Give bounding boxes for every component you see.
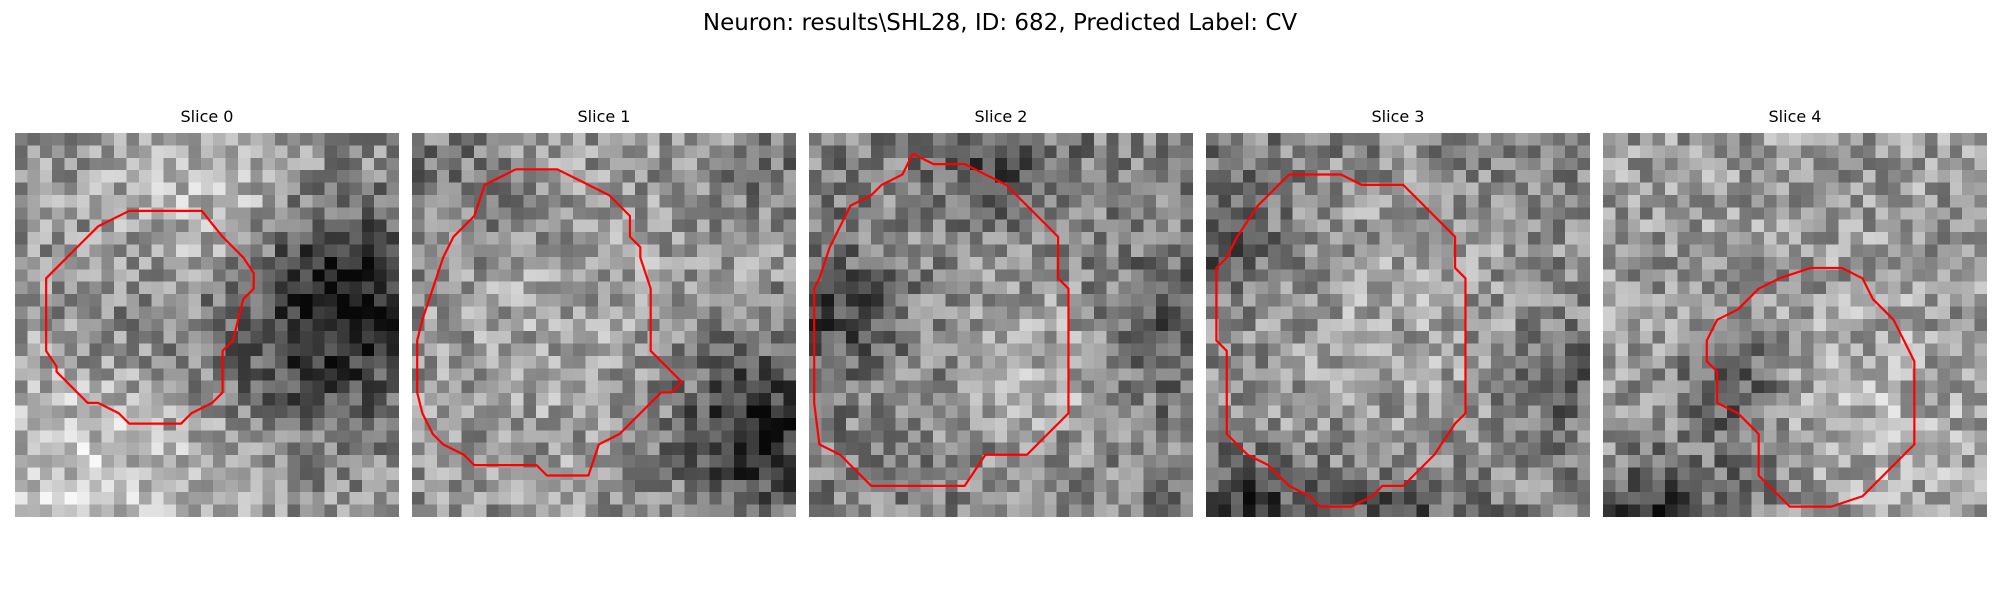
slice-title-0: Slice 0	[15, 107, 399, 127]
slice-panel-2: Slice 2	[809, 107, 1193, 519]
pixel-grid-2	[809, 133, 1193, 517]
pixel-grid-4	[1603, 133, 1987, 517]
slice-panel-3: Slice 3	[1206, 107, 1590, 519]
slice-title-2: Slice 2	[809, 107, 1193, 127]
slice-image-2	[809, 133, 1193, 517]
slice-panel-4: Slice 4	[1603, 107, 1987, 519]
slice-panel-0: Slice 0	[15, 107, 399, 519]
pixel-grid-3	[1206, 133, 1590, 517]
slice-image-1	[412, 133, 796, 517]
slice-panel-1: Slice 1	[412, 107, 796, 519]
slice-image-4	[1603, 133, 1987, 517]
slice-title-3: Slice 3	[1206, 107, 1590, 127]
slice-title-4: Slice 4	[1603, 107, 1987, 127]
slice-image-0	[15, 133, 399, 517]
figure-title: Neuron: results\SHL28, ID: 682, Predicte…	[0, 8, 2000, 38]
pixel-grid-0	[15, 133, 399, 517]
slice-image-3	[1206, 133, 1590, 517]
slice-title-1: Slice 1	[412, 107, 796, 127]
